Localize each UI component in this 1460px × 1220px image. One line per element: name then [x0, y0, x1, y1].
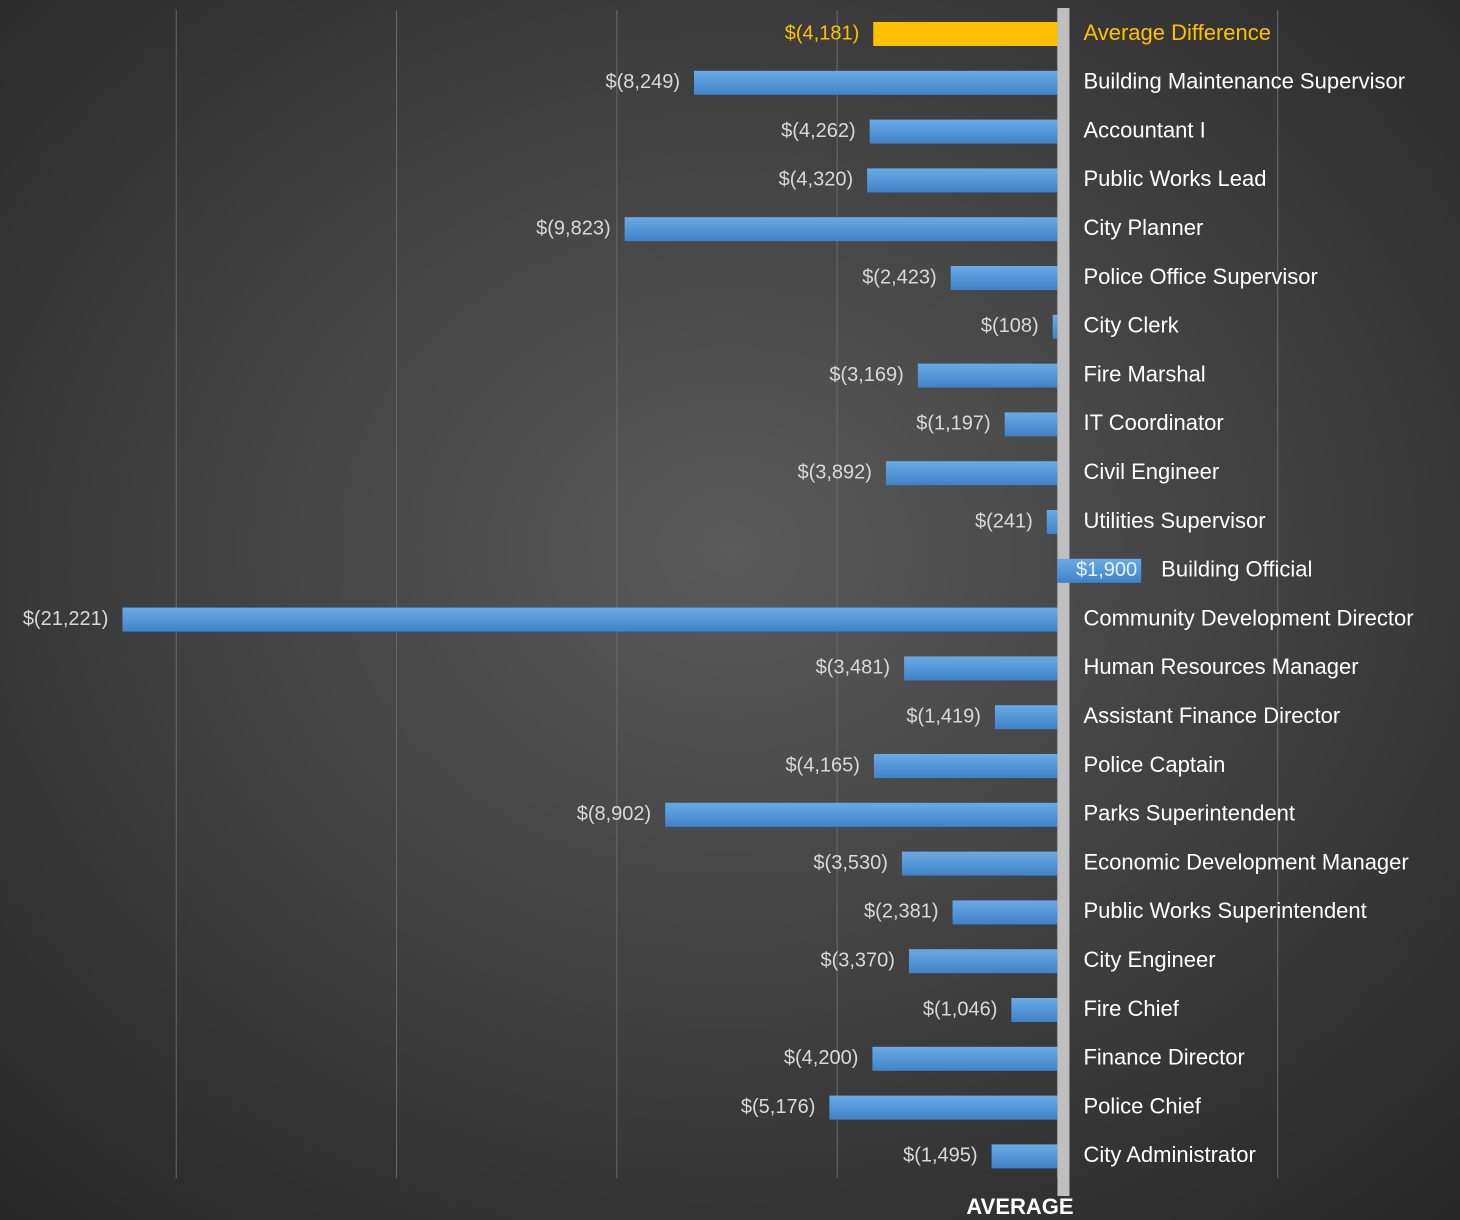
category-label: City Clerk: [1083, 313, 1179, 338]
value-label: $(8,249): [605, 71, 680, 93]
value-label: $(1,495): [903, 1145, 978, 1167]
bar: [122, 607, 1058, 632]
category-label: Accountant I: [1083, 117, 1205, 142]
average-line: [1057, 8, 1070, 1196]
bar: [1011, 998, 1058, 1022]
value-label: $(4,181): [785, 22, 860, 44]
bar: [869, 119, 1058, 144]
category-label: Building Official: [1161, 557, 1312, 582]
bar: [867, 168, 1058, 193]
category-label: Police Captain: [1083, 752, 1225, 777]
value-label: $(5,176): [741, 1096, 816, 1118]
value-label: $(3,892): [797, 461, 872, 483]
category-label: Fire Marshal: [1083, 361, 1205, 386]
bar: [873, 754, 1058, 778]
bar: [624, 217, 1058, 242]
category-label: Fire Chief: [1083, 996, 1179, 1021]
bar: [1057, 558, 1142, 583]
category-label: Civil Engineer: [1083, 459, 1219, 484]
bar: [908, 949, 1058, 974]
bar: [693, 70, 1058, 95]
bar: [1046, 510, 1058, 534]
category-label: IT Coordinator: [1083, 410, 1223, 435]
value-label: $(3,481): [816, 657, 891, 679]
bar: [991, 1144, 1058, 1169]
bar: [872, 1046, 1058, 1071]
category-label: City Planner: [1083, 215, 1203, 240]
value-label: $(21,221): [23, 608, 109, 630]
value-label: $(3,530): [813, 852, 888, 874]
value-label: $1,900: [1076, 559, 1137, 581]
value-label: $(1,197): [916, 413, 991, 435]
category-label: Public Works Lead: [1083, 166, 1266, 191]
bar: [994, 705, 1058, 730]
value-label: $(2,423): [862, 266, 937, 288]
category-label: City Administrator: [1083, 1142, 1255, 1167]
bar: [950, 266, 1058, 290]
category-label: Police Chief: [1083, 1093, 1201, 1118]
bar: [917, 363, 1058, 388]
bar: [904, 656, 1058, 681]
value-label: $(4,320): [779, 169, 854, 191]
bar: [1004, 412, 1058, 437]
category-label: Economic Development Manager: [1083, 849, 1408, 874]
bar: [885, 461, 1058, 486]
value-label: $(4,200): [784, 1047, 859, 1069]
value-label: $(2,381): [864, 901, 939, 923]
value-label: $(4,165): [785, 754, 860, 776]
category-label: Assistant Finance Director: [1083, 703, 1340, 728]
value-label: $(1,046): [923, 998, 998, 1020]
category-label: Police Office Supervisor: [1083, 264, 1317, 289]
value-label: $(8,902): [577, 803, 652, 825]
bar: [829, 1095, 1058, 1120]
value-label: $(4,262): [781, 120, 856, 142]
bar: [901, 851, 1058, 876]
value-label: $(1,419): [906, 705, 981, 727]
bar: [1052, 314, 1058, 339]
value-label: $(241): [975, 510, 1033, 532]
category-label: City Engineer: [1083, 947, 1215, 972]
category-label: Building Maintenance Supervisor: [1083, 69, 1405, 94]
category-label: Utilities Supervisor: [1083, 508, 1265, 533]
value-label: $(3,370): [820, 949, 895, 971]
bar: [873, 22, 1058, 46]
category-label: Average Difference: [1083, 20, 1271, 45]
category-label: Community Development Director: [1083, 605, 1413, 630]
bar: [952, 900, 1058, 925]
category-label: Human Resources Manager: [1083, 654, 1358, 679]
axis-label: AVERAGE: [966, 1194, 1073, 1219]
value-label: $(9,823): [536, 217, 611, 239]
category-label: Finance Director: [1083, 1045, 1244, 1070]
category-label: Public Works Superintendent: [1083, 898, 1366, 923]
bar: [665, 802, 1058, 827]
value-label: $(108): [981, 315, 1039, 337]
value-label: $(3,169): [829, 364, 904, 386]
category-label: Parks Superintendent: [1083, 801, 1295, 826]
